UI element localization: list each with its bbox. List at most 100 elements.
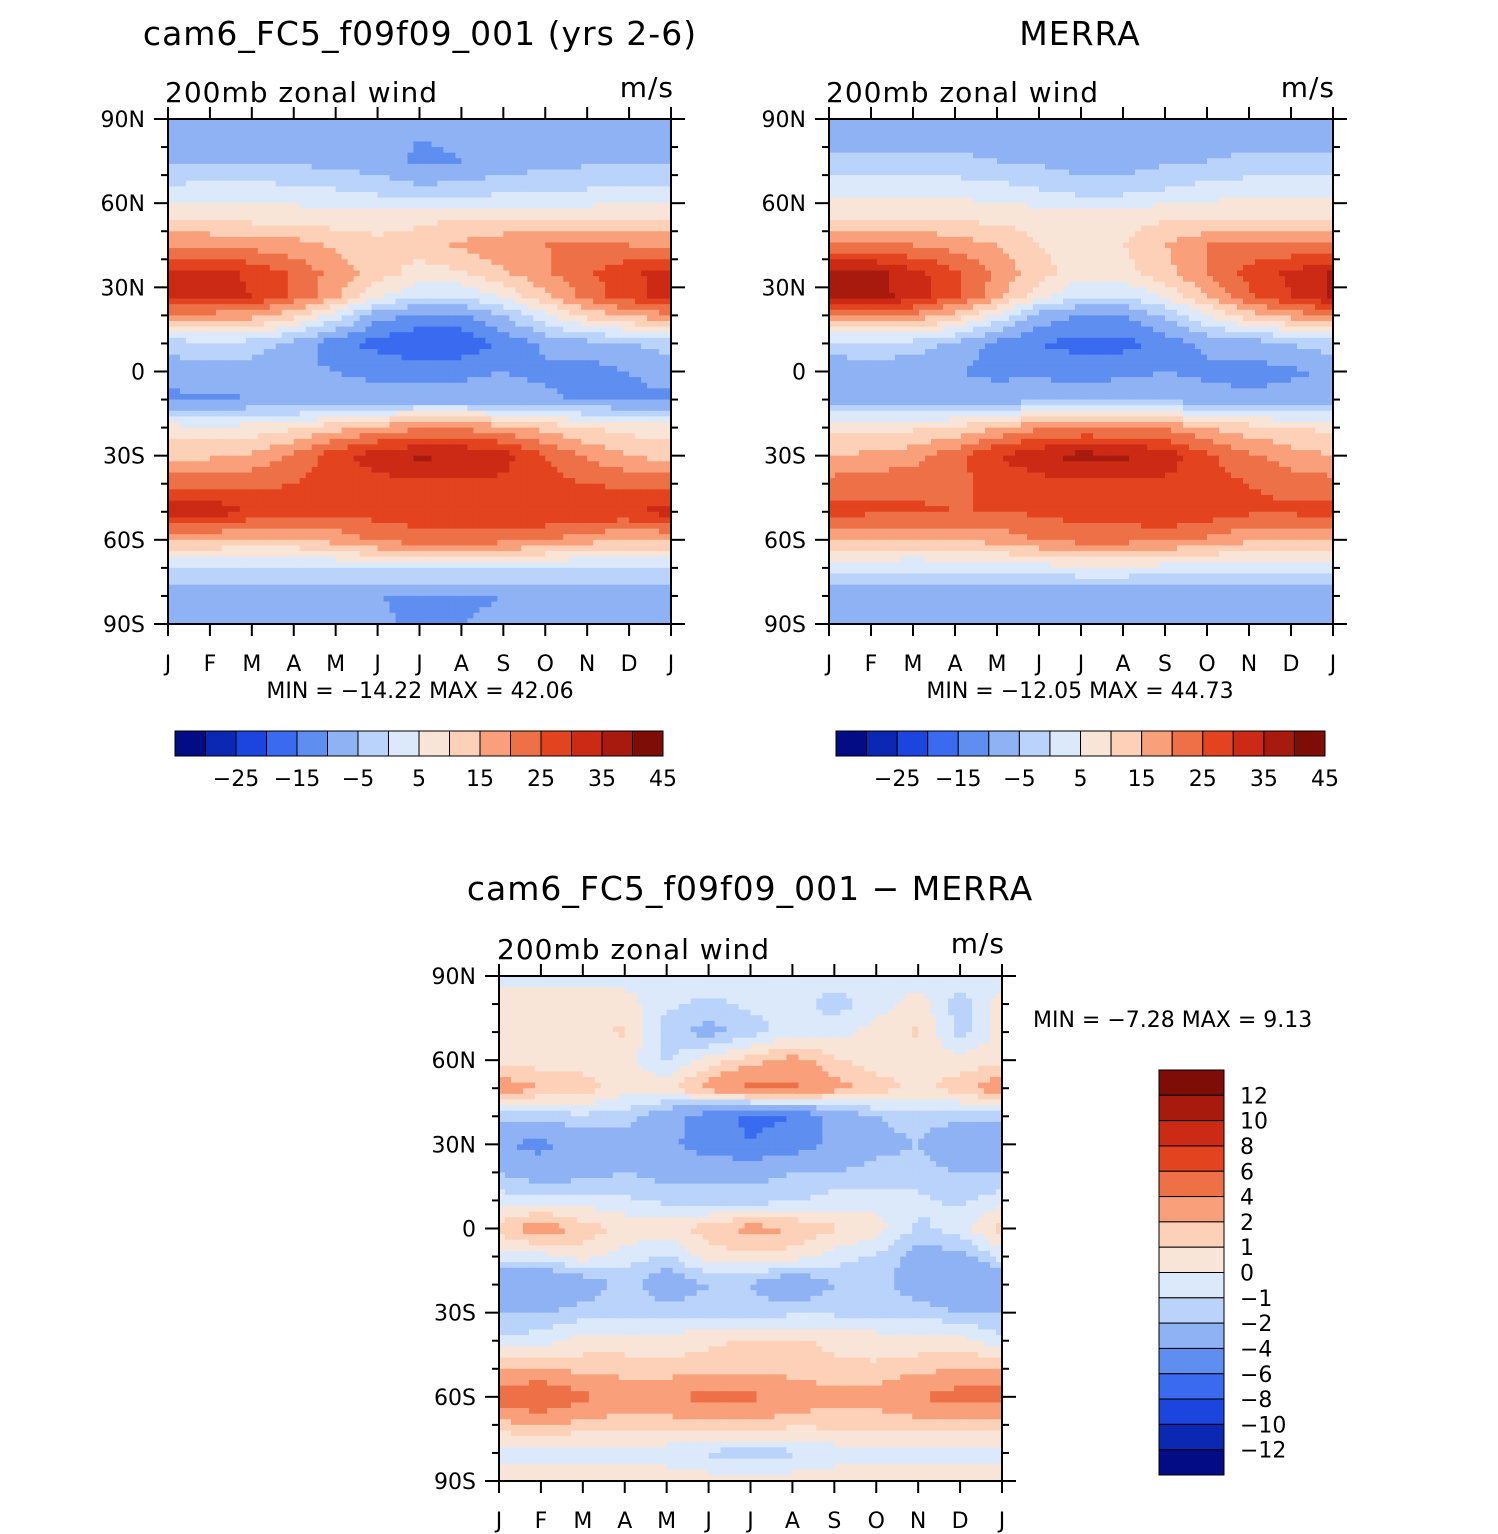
heatmap-cell (455, 153, 462, 159)
heatmap-cell (204, 237, 211, 243)
heatmap-cell (258, 136, 265, 142)
heatmap-cell (515, 231, 522, 237)
heatmap-cell (461, 198, 468, 204)
heatmap-cell (378, 125, 385, 131)
heatmap-cell (425, 203, 432, 209)
heatmap-cell (408, 203, 415, 209)
heatmap-cell (246, 214, 253, 220)
heatmap-cell (431, 209, 438, 215)
heatmap-cell (593, 209, 600, 215)
heatmap-cell (252, 175, 259, 181)
heatmap-cell (431, 141, 438, 147)
heatmap-cell (174, 141, 181, 147)
heatmap-cell (473, 237, 480, 243)
heatmap-cell (318, 192, 325, 198)
heatmap-cell (234, 220, 241, 226)
heatmap-cell (635, 203, 642, 209)
heatmap-cell (575, 203, 582, 209)
heatmap-cell (222, 186, 229, 192)
heatmap-cell (497, 164, 504, 170)
heatmap-cell (372, 158, 379, 164)
heatmap-cell (533, 164, 540, 170)
heatmap-cell (647, 153, 654, 159)
heatmap-cell (354, 181, 361, 187)
heatmap-cell (318, 158, 325, 164)
heatmap-cell (557, 186, 564, 192)
heatmap-cell (396, 198, 403, 204)
heatmap-cell (617, 141, 624, 147)
heatmap-cell (366, 175, 373, 181)
heatmap-cell (294, 147, 301, 153)
heatmap-cell (300, 164, 307, 170)
heatmap-cell (366, 237, 373, 243)
heatmap-cell (384, 136, 391, 142)
heatmap-cell (282, 141, 289, 147)
heatmap-cell (342, 209, 349, 215)
heatmap-cell (479, 130, 486, 136)
heatmap-cell (312, 181, 319, 187)
heatmap-cell (312, 220, 319, 226)
heatmap-cell (390, 147, 397, 153)
heatmap-cell (521, 136, 528, 142)
heatmap-cell (288, 198, 295, 204)
heatmap-cell (641, 237, 648, 243)
heatmap-cell (372, 125, 379, 131)
heatmap-cell (270, 231, 277, 237)
heatmap-cell (575, 175, 582, 181)
heatmap-cell (647, 125, 654, 131)
heatmap-cell (198, 209, 205, 215)
heatmap-cell (354, 158, 361, 164)
heatmap-cell (204, 153, 211, 159)
heatmap-cell (461, 181, 468, 187)
heatmap-cell (497, 130, 504, 136)
heatmap-cell (659, 186, 666, 192)
heatmap-cell (246, 242, 253, 248)
heatmap-cell (653, 153, 660, 159)
heatmap-cell (467, 192, 474, 198)
heatmap-cell (611, 125, 618, 131)
heatmap-cell (431, 181, 438, 187)
heatmap-cell (575, 226, 582, 232)
heatmap-cell (234, 175, 241, 181)
heatmap-cell (467, 136, 474, 142)
heatmap-cell (629, 130, 636, 136)
heatmap-cell (306, 136, 313, 142)
heatmap-cell (216, 237, 223, 243)
heatmap-cell (360, 147, 367, 153)
heatmap-cell (485, 220, 492, 226)
heatmap-cell (420, 136, 427, 142)
heatmap-cell (659, 209, 666, 215)
heatmap-cell (318, 231, 325, 237)
heatmap-cell (593, 130, 600, 136)
heatmap-cell (270, 237, 277, 243)
heatmap-cell (204, 147, 211, 153)
heatmap-cell (306, 214, 313, 220)
heatmap-cell (378, 226, 385, 232)
heatmap-cell (342, 186, 349, 192)
heatmap-cell (276, 125, 283, 131)
heatmap-cell (539, 170, 546, 176)
heatmap-cell (617, 153, 624, 159)
heatmap-cell (431, 125, 438, 131)
heatmap-cell (479, 153, 486, 159)
heatmap-cell (384, 237, 391, 243)
heatmap-cell (479, 248, 486, 254)
heatmap-cell (330, 226, 337, 232)
heatmap-cell (473, 125, 480, 131)
heatmap-cell (497, 209, 504, 215)
heatmap-cell (479, 164, 486, 170)
heatmap-cell (527, 136, 534, 142)
heatmap-cell (545, 198, 552, 204)
heatmap-cell (509, 147, 516, 153)
heatmap-cell (659, 214, 666, 220)
heatmap-cell (294, 226, 301, 232)
heatmap-cell (503, 214, 510, 220)
heatmap-cell (222, 181, 229, 187)
heatmap-cell (641, 141, 648, 147)
heatmap-cell (378, 192, 385, 198)
heatmap-cell (533, 136, 540, 142)
heatmap-cell (473, 220, 480, 226)
heatmap-cell (659, 147, 666, 153)
heatmap-cell (605, 136, 612, 142)
heatmap-cell (258, 214, 265, 220)
